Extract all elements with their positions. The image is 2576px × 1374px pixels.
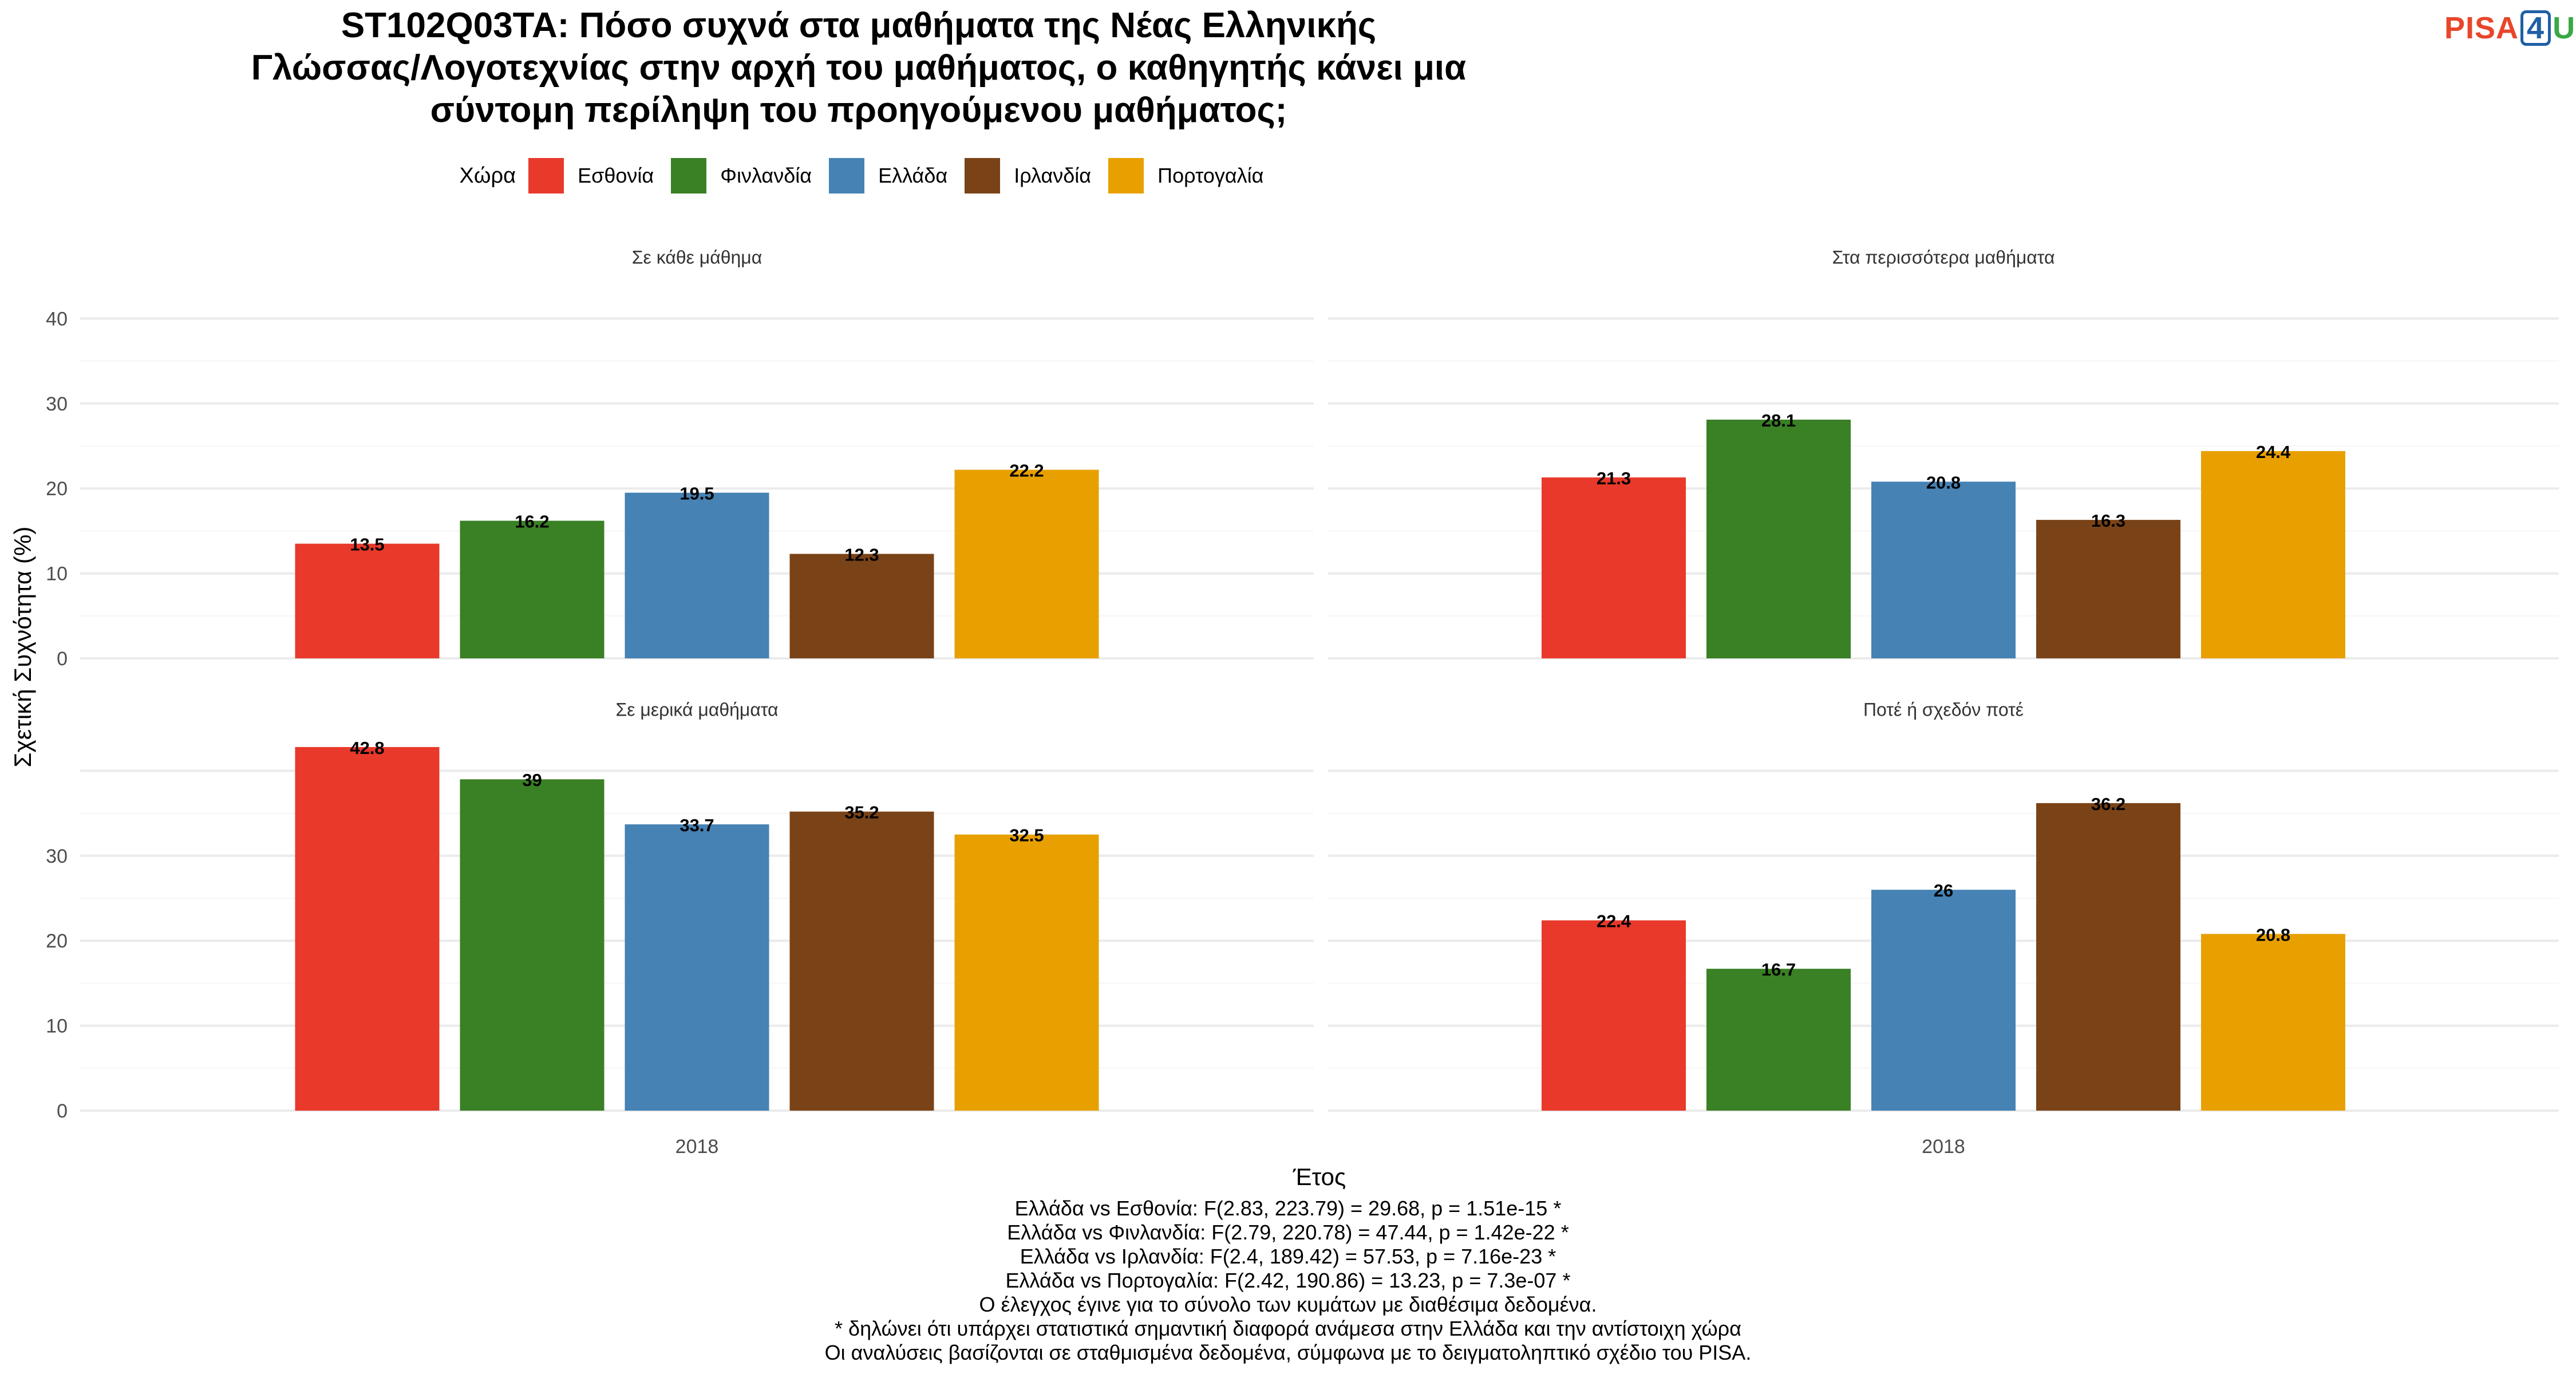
bar-Εσθονία xyxy=(295,747,440,1111)
legend-item-ireland: Ιρλανδία xyxy=(965,158,1091,194)
legend-label-estonia: Εσθονία xyxy=(578,164,654,187)
title-line-1: ST102Q03TA: Πόσο συχνά στα μαθήματα της … xyxy=(341,6,1377,45)
title-line-2: Γλώσσας/Λογοτεχνίας στην αρχή του μαθήμα… xyxy=(251,48,1467,88)
bar-Φινλανδία xyxy=(460,779,605,1111)
data-label: 16.3 xyxy=(2091,511,2125,531)
legend-swatch-finland xyxy=(671,158,707,194)
caption-line-2: Ελλάδα vs Φινλανδία: F(2.79, 220.78) = 4… xyxy=(1007,1221,1569,1244)
bar-Ιρλανδία xyxy=(2036,520,2180,658)
caption-line-1: Ελλάδα vs Εσθονία: F(2.83, 223.79) = 29.… xyxy=(1014,1197,1562,1220)
y-tick-label: 30 xyxy=(46,393,68,415)
data-label: 16.7 xyxy=(1761,960,1796,980)
data-label: 22.2 xyxy=(1009,461,1044,481)
bar-Ελλάδα xyxy=(625,492,769,658)
bar-Εσθονία xyxy=(1542,477,1686,658)
caption-line-5: Ο έλεγχος έγινε για το σύνολο των κυμάτω… xyxy=(979,1293,1597,1316)
y-tick-label: 20 xyxy=(46,930,68,952)
bar-Φινλανδία xyxy=(1706,419,1851,658)
data-label: 20.8 xyxy=(1926,472,1961,492)
legend-item-portugal: Πορτογαλία xyxy=(1108,158,1263,194)
x-tick-label: 2018 xyxy=(675,1136,719,1158)
y-tick-label: 0 xyxy=(57,1100,68,1122)
legend-swatch-estonia xyxy=(528,158,564,194)
bar-Πορτογαλία xyxy=(954,469,1099,658)
bar-Ελλάδα xyxy=(1871,890,2016,1111)
logo-text-4: 4 xyxy=(2520,10,2551,46)
y-tick-label: 10 xyxy=(46,563,68,585)
facet-title: Ποτέ ή σχεδόν ποτέ xyxy=(1863,699,2024,720)
data-label: 28.1 xyxy=(1761,410,1796,431)
y-axis-title: Σχετική Συχνότητα (%) xyxy=(9,527,36,768)
legend-item-finland: Φινλανδία xyxy=(671,158,812,194)
legend-label-ireland: Ιρλανδία xyxy=(1014,164,1092,187)
caption-line-6: * δηλώνει ότι υπάρχει στατιστικά σημαντι… xyxy=(835,1317,1741,1340)
y-tick-label: 10 xyxy=(46,1016,68,1037)
bar-Ελλάδα xyxy=(1871,481,2016,658)
data-label: 16.2 xyxy=(515,512,549,532)
bar-Ελλάδα xyxy=(625,824,769,1111)
legend-label-finland: Φινλανδία xyxy=(720,164,812,187)
legend-item-greece: Ελλάδα xyxy=(829,158,947,194)
data-label: 12.3 xyxy=(844,544,879,564)
bar-Φινλανδία xyxy=(460,520,605,658)
bar-Ιρλανδία xyxy=(789,554,934,658)
data-label: 21.3 xyxy=(1597,468,1631,488)
y-tick-label: 30 xyxy=(46,846,68,867)
y-tick-label: 40 xyxy=(46,308,68,330)
legend-item-estonia: Εσθονία xyxy=(528,158,654,194)
legend: Χώρα Εσθονία Φινλανδία Ελλάδα Ιρλανδία Π… xyxy=(0,158,1740,194)
data-label: 35.2 xyxy=(844,803,879,823)
legend-swatch-greece xyxy=(829,158,865,194)
bar-Πορτογαλία xyxy=(2201,934,2345,1111)
data-label: 13.5 xyxy=(350,535,384,555)
data-label: 24.4 xyxy=(2256,442,2291,462)
caption-line-7: Οι αναλύσεις βασίζονται σε σταθμισμένα δ… xyxy=(824,1341,1752,1364)
x-axis-title: Έτος xyxy=(1293,1163,1346,1190)
data-label: 20.8 xyxy=(2256,925,2290,945)
bar-Εσθονία xyxy=(295,543,440,658)
data-label: 26 xyxy=(1934,881,1953,901)
data-label: 42.8 xyxy=(350,738,384,758)
logo-text-u: U xyxy=(2553,11,2576,45)
caption-line-4: Ελλάδα vs Πορτογαλία: F(2.42, 190.86) = … xyxy=(1005,1269,1571,1292)
facet-title: Σε κάθε μάθημα xyxy=(632,247,762,267)
bar-Εσθονία xyxy=(1542,920,1686,1111)
bar-Ιρλανδία xyxy=(2036,803,2180,1111)
chart-title: ST102Q03TA: Πόσο συχνά στα μαθήματα της … xyxy=(0,5,1717,132)
data-label: 19.5 xyxy=(679,484,714,504)
logo-text-pisa: PISA xyxy=(2444,11,2519,45)
legend-swatch-portugal xyxy=(1108,158,1144,194)
facet-title: Σε μερικά μαθήματα xyxy=(615,699,778,720)
data-label: 33.7 xyxy=(679,815,714,835)
pisa4u-logo: PISA 4 U xyxy=(2444,10,2575,46)
legend-label-portugal: Πορτογαλία xyxy=(1157,164,1264,187)
bar-Πορτογαλία xyxy=(954,834,1099,1111)
y-tick-label: 20 xyxy=(46,478,68,500)
y-tick-label: 0 xyxy=(57,648,68,670)
bar-Πορτογαλία xyxy=(2201,451,2345,658)
x-tick-label: 2018 xyxy=(1922,1136,1965,1158)
legend-label-greece: Ελλάδα xyxy=(878,164,948,187)
data-label: 22.4 xyxy=(1597,911,1631,931)
bar-Ιρλανδία xyxy=(789,811,934,1111)
bar-Φινλανδία xyxy=(1706,969,1851,1111)
facet-title: Στα περισσότερα μαθήματα xyxy=(1832,247,2055,267)
chart-caption: Ελλάδα vs Εσθονία: F(2.83, 223.79) = 29.… xyxy=(0,1197,2576,1365)
data-label: 36.2 xyxy=(2091,794,2125,814)
data-label: 39 xyxy=(522,770,542,790)
legend-title: Χώρα xyxy=(459,163,516,188)
legend-swatch-ireland xyxy=(965,158,1001,194)
title-line-3: σύντομη περίληψη του προηγούμενου μαθήμα… xyxy=(430,90,1287,130)
caption-line-3: Ελλάδα vs Ιρλανδία: F(2.4, 189.42) = 57.… xyxy=(1020,1245,1556,1268)
data-label: 32.5 xyxy=(1009,826,1044,846)
